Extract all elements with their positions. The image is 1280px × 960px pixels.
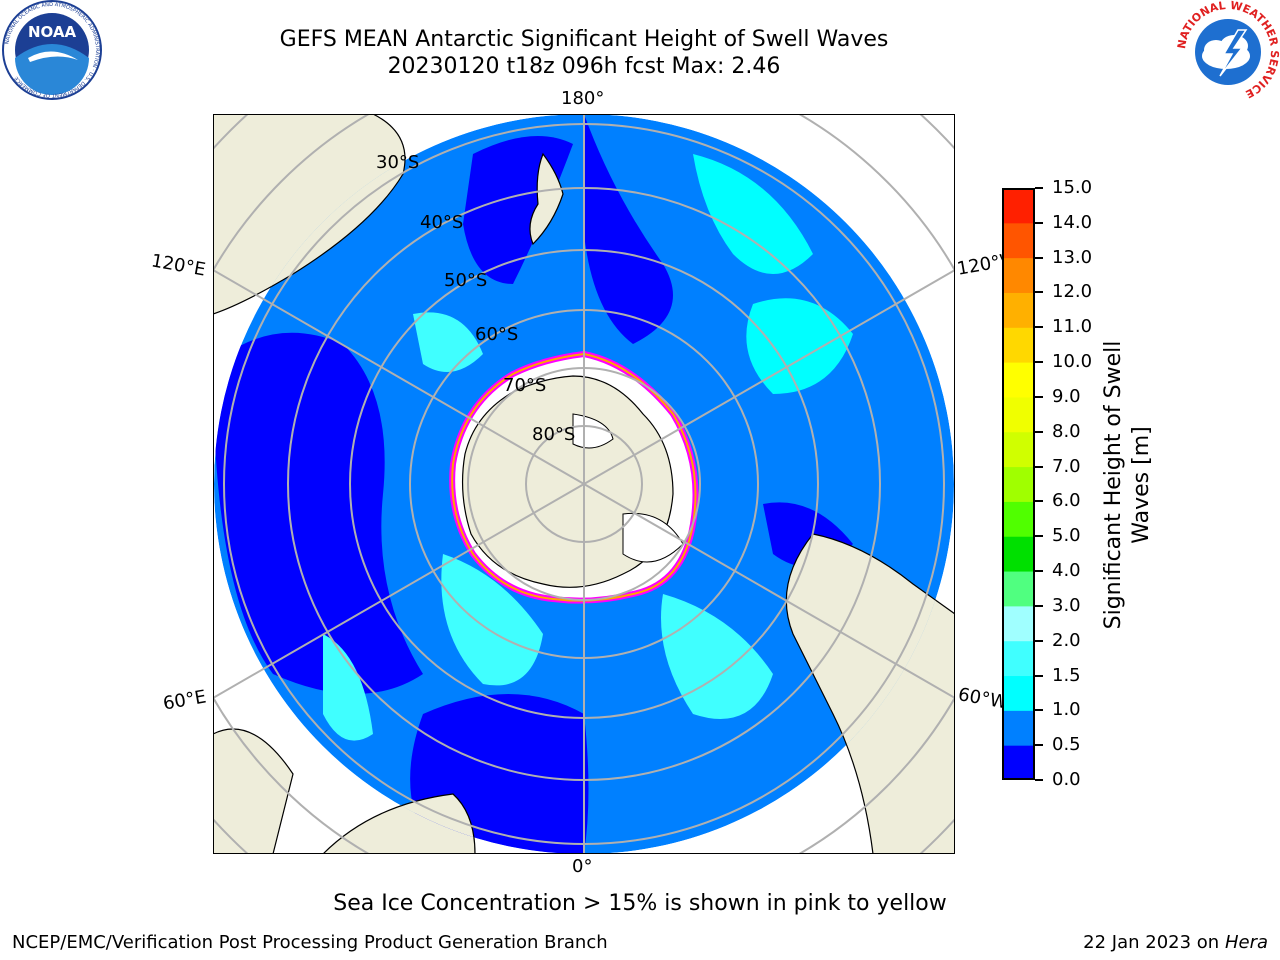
colorbar-segment (1002, 188, 1035, 224)
colorbar-segment (1002, 362, 1035, 398)
colorbar-segment (1002, 536, 1035, 572)
colorbar-tick-mark (1035, 256, 1043, 259)
colorbar (1002, 188, 1035, 780)
colorbar-tick-label: 2.0 (1052, 629, 1081, 651)
swell-zone-indian-mod (441, 554, 543, 686)
colorbar-tick-label: 0.0 (1052, 769, 1081, 790)
colorbar-tick-label: 12.0 (1052, 281, 1093, 303)
swell-zone-pacific-mod (693, 154, 813, 274)
noaa-logo: NOAA NATIONAL OCEANIC AND ATMOSPHERIC AD… (2, 0, 102, 100)
new-zealand-land (529, 152, 564, 246)
colorbar-tick-label: 10.0 (1052, 351, 1093, 373)
colorbar-tick-label: 1.5 (1052, 664, 1081, 686)
polar-map (213, 114, 955, 854)
colorbar-tick-label: 9.0 (1052, 385, 1081, 407)
lon-label-120e: 120°E (149, 250, 208, 281)
colorbar-tick-mark (1035, 709, 1043, 712)
lon-label-60w: 60°W (956, 684, 1006, 713)
footer-host: Hera (1224, 932, 1268, 953)
colorbar-tick-mark (1035, 291, 1043, 294)
footer-credit: NCEP/EMC/Verification Post Processing Pr… (12, 932, 608, 953)
map-subtitle: 20230120 t18z 096h fcst Max: 2.46 (387, 54, 781, 79)
colorbar-tick-label: 4.0 (1052, 560, 1081, 582)
colorbar-tick-mark (1035, 744, 1043, 747)
colorbar-segment (1002, 501, 1035, 537)
lat-label-60s: 60°S (475, 324, 519, 345)
lat-label-30s: 30°S (376, 152, 420, 173)
colorbar-segment (1002, 745, 1035, 780)
colorbar-segment (1002, 396, 1035, 433)
footer-date-text: 22 Jan 2023 on (1083, 932, 1225, 953)
lat-label-50s: 50°S (444, 270, 488, 291)
swell-zone-indian-low (214, 332, 423, 694)
colorbar-segment (1002, 605, 1035, 642)
swell-zone-atlantic-mod (661, 594, 773, 719)
colorbar-segment (1002, 431, 1035, 468)
colorbar-segment (1002, 292, 1035, 328)
colorbar-tick-mark (1035, 361, 1043, 364)
lon-label-0: 0° (572, 856, 593, 877)
colorbar-tick-label: 13.0 (1052, 246, 1093, 268)
colorbar-tick-label: 11.0 (1052, 316, 1093, 338)
nws-logo: NATIONAL WEATHER SERVICE (1176, 0, 1280, 101)
swell-zone-pacific-mod-2 (746, 298, 853, 394)
lat-label-80s: 80°S (532, 424, 576, 445)
colorbar-segment (1002, 466, 1035, 502)
colorbar-tick-label: 0.5 (1052, 734, 1081, 756)
colorbar-tick-mark (1035, 570, 1043, 573)
colorbar-tick-mark (1035, 395, 1043, 398)
colorbar-segment (1002, 571, 1035, 607)
colorbar-tick-mark (1035, 535, 1043, 538)
graticule (213, 114, 955, 854)
colorbar-tick-label: 14.0 (1052, 211, 1093, 233)
colorbar-tick-label: 6.0 (1052, 490, 1081, 512)
sea-ice-edge-inner (451, 352, 697, 602)
colorbar-tick-mark (1035, 465, 1043, 468)
colorbar-segment (1002, 327, 1035, 363)
colorbar-tick-mark (1035, 221, 1043, 224)
colorbar-tick-mark (1035, 430, 1043, 433)
lon-label-180: 180° (561, 88, 605, 109)
colorbar-segment (1002, 222, 1035, 259)
colorbar-tick-label: 3.0 (1052, 594, 1081, 616)
colorbar-tick-label: 8.0 (1052, 420, 1081, 442)
swell-zone-indian-mod-2 (323, 634, 373, 741)
sea-ice-footnote: Sea Ice Concentration > 15% is shown in … (333, 891, 947, 916)
noaa-logo-text: NOAA (28, 23, 77, 41)
colorbar-tick-mark (1035, 604, 1043, 607)
colorbar-tick-label: 15.0 (1052, 177, 1093, 198)
colorbar-border (1002, 188, 1035, 780)
colorbar-tick-mark (1035, 500, 1043, 503)
colorbar-tick-label: 1.0 (1052, 699, 1081, 721)
map-title: GEFS MEAN Antarctic Significant Height o… (279, 27, 889, 52)
lat-label-70s: 70°S (503, 375, 547, 396)
colorbar-tick-label: 5.0 (1052, 525, 1081, 547)
colorbar-tick-mark (1035, 674, 1043, 677)
colorbar-tick-mark (1035, 779, 1043, 781)
lat-label-40s: 40°S (420, 212, 464, 233)
colorbar-segment (1002, 257, 1035, 293)
colorbar-tick-mark (1035, 639, 1043, 642)
lon-label-120w: 120°W (955, 251, 1005, 280)
colorbar-tick-mark (1035, 326, 1043, 329)
colorbar-tick-mark (1035, 187, 1043, 189)
swell-zone-pacific-low (584, 114, 673, 344)
colorbar-title: Significant Height of Swell Waves [m] (1101, 340, 1154, 630)
colorbar-segment (1002, 675, 1035, 711)
antarctica-land (462, 375, 674, 588)
footer-date: 22 Jan 2023 on Hera (1083, 932, 1268, 953)
colorbar-segment (1002, 710, 1035, 746)
lon-label-60e: 60°E (161, 686, 208, 715)
colorbar-segment (1002, 640, 1035, 677)
colorbar-tick-label: 7.0 (1052, 455, 1081, 477)
madagascar-land (213, 728, 294, 854)
